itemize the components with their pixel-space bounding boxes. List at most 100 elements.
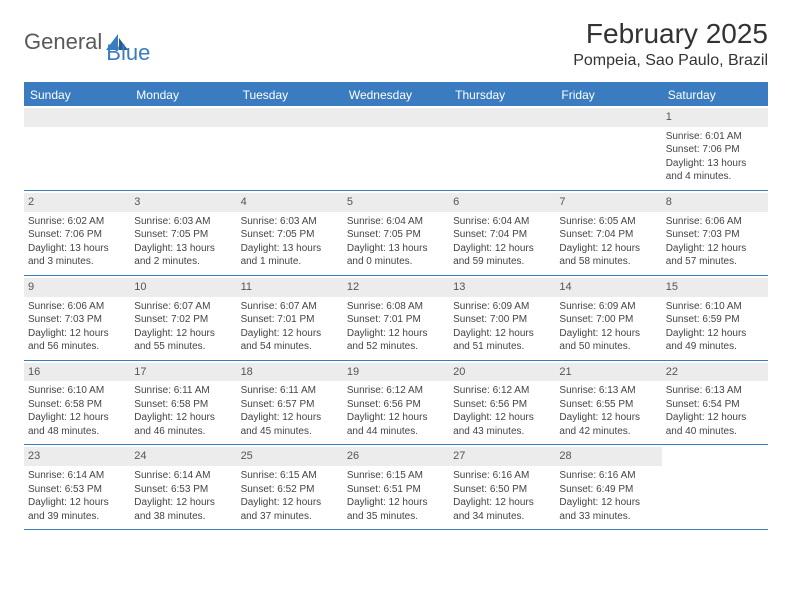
daylight-text: and 2 minutes.: [134, 255, 232, 269]
day-number: 3: [130, 193, 236, 212]
sunrise-text: Sunrise: 6:13 AM: [666, 384, 764, 398]
daylight-text: Daylight: 12 hours: [347, 496, 445, 510]
daylight-text: and 35 minutes.: [347, 510, 445, 524]
daylight-text: and 50 minutes.: [559, 340, 657, 354]
week-row: 1Sunrise: 6:01 AMSunset: 7:06 PMDaylight…: [24, 106, 768, 191]
day-number: 11: [237, 278, 343, 297]
day-number: 21: [555, 363, 661, 382]
day-number: 1: [662, 108, 768, 127]
empty-cell: [237, 106, 343, 190]
daylight-text: Daylight: 13 hours: [28, 242, 126, 256]
sunrise-text: Sunrise: 6:15 AM: [241, 469, 339, 483]
daylight-text: and 37 minutes.: [241, 510, 339, 524]
daylight-text: and 38 minutes.: [134, 510, 232, 524]
daylight-text: Daylight: 12 hours: [241, 411, 339, 425]
daylight-text: and 54 minutes.: [241, 340, 339, 354]
logo-word-1: General: [24, 29, 102, 55]
daylight-text: and 42 minutes.: [559, 425, 657, 439]
sunset-text: Sunset: 6:51 PM: [347, 483, 445, 497]
day-cell: 6Sunrise: 6:04 AMSunset: 7:04 PMDaylight…: [449, 191, 555, 275]
sunrise-text: Sunrise: 6:03 AM: [241, 215, 339, 229]
sunset-text: Sunset: 7:05 PM: [134, 228, 232, 242]
sunrise-text: Sunrise: 6:12 AM: [347, 384, 445, 398]
day-cell: 15Sunrise: 6:10 AMSunset: 6:59 PMDayligh…: [662, 276, 768, 360]
day-number: 5: [343, 193, 449, 212]
empty-cell: [449, 106, 555, 190]
day-number: 28: [555, 447, 661, 466]
weekday-header: Friday: [555, 84, 661, 106]
sunrise-text: Sunrise: 6:04 AM: [453, 215, 551, 229]
sunset-text: Sunset: 7:00 PM: [453, 313, 551, 327]
day-cell: 25Sunrise: 6:15 AMSunset: 6:52 PMDayligh…: [237, 445, 343, 529]
day-cell: 20Sunrise: 6:12 AMSunset: 6:56 PMDayligh…: [449, 361, 555, 445]
weekday-header: Thursday: [449, 84, 555, 106]
daylight-text: Daylight: 12 hours: [28, 327, 126, 341]
weekday-header: Wednesday: [343, 84, 449, 106]
sunrise-text: Sunrise: 6:14 AM: [28, 469, 126, 483]
sunset-text: Sunset: 7:06 PM: [28, 228, 126, 242]
day-cell: 2Sunrise: 6:02 AMSunset: 7:06 PMDaylight…: [24, 191, 130, 275]
empty-day-bar: [130, 108, 236, 127]
sunrise-text: Sunrise: 6:11 AM: [241, 384, 339, 398]
day-cell: 4Sunrise: 6:03 AMSunset: 7:05 PMDaylight…: [237, 191, 343, 275]
day-number: 7: [555, 193, 661, 212]
daylight-text: Daylight: 12 hours: [241, 327, 339, 341]
weeks-container: 1Sunrise: 6:01 AMSunset: 7:06 PMDaylight…: [24, 106, 768, 530]
sunset-text: Sunset: 7:02 PM: [134, 313, 232, 327]
weekday-header: Tuesday: [237, 84, 343, 106]
sunrise-text: Sunrise: 6:07 AM: [134, 300, 232, 314]
sunrise-text: Sunrise: 6:05 AM: [559, 215, 657, 229]
sunrise-text: Sunrise: 6:14 AM: [134, 469, 232, 483]
daylight-text: Daylight: 12 hours: [347, 327, 445, 341]
daylight-text: and 40 minutes.: [666, 425, 764, 439]
sunrise-text: Sunrise: 6:09 AM: [453, 300, 551, 314]
day-number: 16: [24, 363, 130, 382]
title-block: February 2025 Pompeia, Sao Paulo, Brazil: [573, 18, 768, 70]
empty-day-bar: [24, 108, 130, 127]
sunset-text: Sunset: 6:59 PM: [666, 313, 764, 327]
day-number: 14: [555, 278, 661, 297]
sunrise-text: Sunrise: 6:03 AM: [134, 215, 232, 229]
daylight-text: and 3 minutes.: [28, 255, 126, 269]
day-number: 4: [237, 193, 343, 212]
sunset-text: Sunset: 6:55 PM: [559, 398, 657, 412]
daylight-text: Daylight: 12 hours: [134, 327, 232, 341]
day-cell: 14Sunrise: 6:09 AMSunset: 7:00 PMDayligh…: [555, 276, 661, 360]
weekday-header: Saturday: [662, 84, 768, 106]
daylight-text: Daylight: 12 hours: [241, 496, 339, 510]
daylight-text: and 4 minutes.: [666, 170, 764, 184]
daylight-text: Daylight: 12 hours: [453, 411, 551, 425]
logo-word-2: Blue: [106, 40, 150, 66]
day-cell: 5Sunrise: 6:04 AMSunset: 7:05 PMDaylight…: [343, 191, 449, 275]
day-number: 22: [662, 363, 768, 382]
empty-day-bar: [555, 108, 661, 127]
day-number: 2: [24, 193, 130, 212]
day-cell: 22Sunrise: 6:13 AMSunset: 6:54 PMDayligh…: [662, 361, 768, 445]
sunset-text: Sunset: 6:53 PM: [28, 483, 126, 497]
daylight-text: Daylight: 12 hours: [453, 242, 551, 256]
daylight-text: Daylight: 13 hours: [666, 157, 764, 171]
sunrise-text: Sunrise: 6:16 AM: [559, 469, 657, 483]
sunset-text: Sunset: 7:04 PM: [453, 228, 551, 242]
sunrise-text: Sunrise: 6:06 AM: [666, 215, 764, 229]
weekday-header: Sunday: [24, 84, 130, 106]
daylight-text: and 56 minutes.: [28, 340, 126, 354]
day-number: 12: [343, 278, 449, 297]
sunrise-text: Sunrise: 6:09 AM: [559, 300, 657, 314]
daylight-text: and 39 minutes.: [28, 510, 126, 524]
day-number: 17: [130, 363, 236, 382]
daylight-text: and 44 minutes.: [347, 425, 445, 439]
empty-cell: [343, 106, 449, 190]
daylight-text: Daylight: 12 hours: [559, 242, 657, 256]
sunrise-text: Sunrise: 6:04 AM: [347, 215, 445, 229]
header: General Blue February 2025 Pompeia, Sao …: [24, 18, 768, 70]
daylight-text: and 51 minutes.: [453, 340, 551, 354]
week-row: 9Sunrise: 6:06 AMSunset: 7:03 PMDaylight…: [24, 276, 768, 361]
weekday-header: Monday: [130, 84, 236, 106]
sunset-text: Sunset: 7:05 PM: [241, 228, 339, 242]
daylight-text: and 58 minutes.: [559, 255, 657, 269]
page-title: February 2025: [573, 18, 768, 50]
sunrise-text: Sunrise: 6:10 AM: [28, 384, 126, 398]
daylight-text: and 52 minutes.: [347, 340, 445, 354]
day-number: 24: [130, 447, 236, 466]
